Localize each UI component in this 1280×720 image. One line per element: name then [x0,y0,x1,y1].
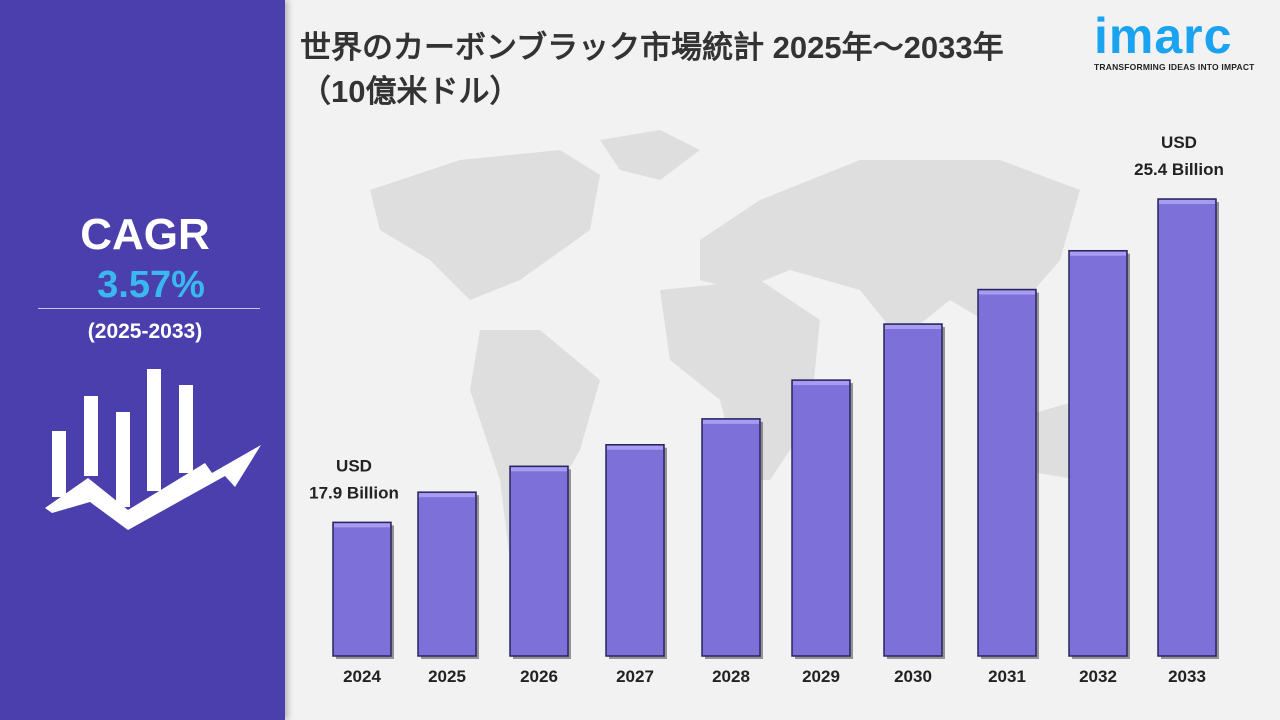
cagr-value: 3.57% [97,264,205,306]
x-tick-label: 2032 [1079,667,1117,686]
bar-highlight [703,419,759,424]
cagr-period: (2025-2033) [87,320,203,343]
bar-highlight [419,493,475,498]
x-tick-label: 2024 [343,667,381,686]
x-tick-label: 2025 [428,667,466,686]
cagr-label: CAGR [80,210,210,259]
x-tick-label: 2031 [988,667,1026,686]
x-tick-label: 2029 [802,667,840,686]
bar-highlight [793,381,849,386]
bar-chart-growth-arrow-icon [45,369,261,530]
bar-highlight [885,325,941,330]
bar-highlight [334,523,390,528]
x-tick-label: 2026 [520,667,558,686]
bar-highlight [1070,251,1126,256]
bar-2032 [1068,249,1128,657]
data-label-unit: USD [1161,133,1197,152]
bar-2026 [509,465,569,657]
bar-2031 [977,288,1037,657]
divider [38,308,260,309]
x-tick-label: 2030 [894,667,932,686]
logo-tagline: TRANSFORMING IDEAS INTO IMPACT [1094,62,1255,72]
logo-wordmark: imarc [1094,8,1233,64]
bar-2027 [605,443,665,657]
bar-highlight [979,290,1035,295]
x-tick-label: 2033 [1168,667,1206,686]
data-label-value: 17.9 Billion [309,483,399,502]
bar-2030 [883,323,943,657]
bar-2029 [791,379,851,657]
x-tick-label: 2028 [712,667,750,686]
bar-2024 [332,521,392,657]
data-label-value: 25.4 Billion [1134,160,1224,179]
bar-highlight [1159,200,1215,204]
sidebar: CAGR 3.57% (2025-2033) [0,0,285,720]
bar-highlight [607,445,663,450]
chart-title: 世界のカーボンブラック市場統計 2025年～2033年（10億米ドル） [300,30,1004,109]
bar-2028 [701,418,761,657]
data-label-unit: USD [336,456,372,475]
imarc-logo: imarc TRANSFORMING IDEAS INTO IMPACT [1094,10,1264,72]
bar-2033 [1157,198,1217,657]
bar-highlight [511,467,567,472]
x-tick-label: 2027 [616,667,654,686]
bar-2025 [417,491,477,657]
